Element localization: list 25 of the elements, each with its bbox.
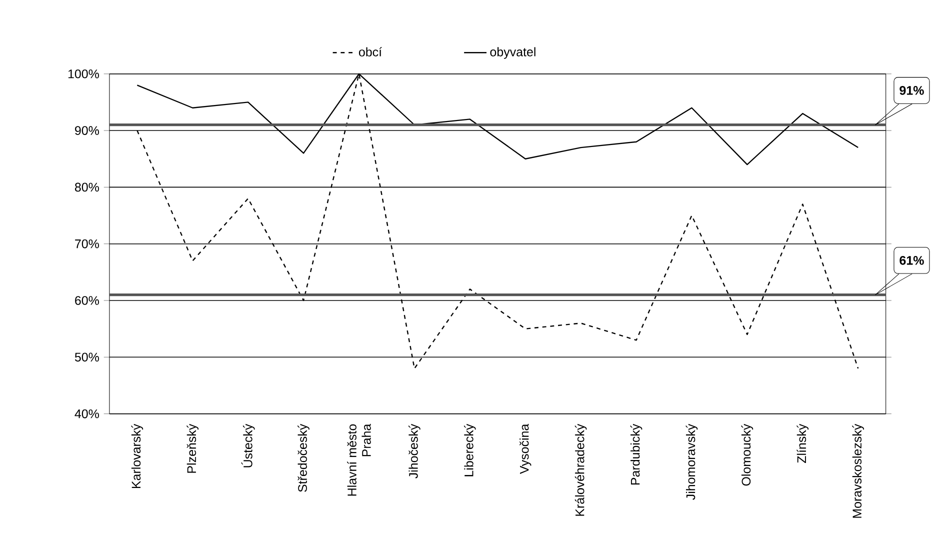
ref-line-label: 61% <box>900 256 924 265</box>
ref-line-label: 91% <box>900 86 924 96</box>
x-tick-label: Jihomoravský <box>686 424 698 500</box>
x-tick-label: Olomoucký <box>741 424 754 486</box>
y-tick-label: 40% <box>74 410 99 418</box>
x-tick-label: Hlavní město Praha <box>347 424 371 496</box>
x-tick-label: Vysočina <box>520 424 532 474</box>
x-tick-label: Ústecký <box>241 424 255 468</box>
x-tick-label: Liberecký <box>464 424 476 476</box>
x-tick-label: Středočeský <box>298 424 310 492</box>
y-tick-label: 70% <box>75 240 99 248</box>
y-tick-label: 60% <box>75 296 99 306</box>
x-tick-label: Jihočeský <box>408 424 420 479</box>
y-tick-label: 50% <box>74 352 99 362</box>
x-tick-label: Zlínský <box>796 424 809 464</box>
y-tick-label: 80% <box>74 182 99 192</box>
x-tick-label: Karlovarský <box>131 424 144 488</box>
x-tick-label: Moravskoslezský <box>852 424 864 518</box>
x-tick-label: Královéhradecký <box>574 424 587 516</box>
legend-label: obyvatel <box>490 47 536 59</box>
legend-label: obcí <box>358 47 382 57</box>
y-tick-label: 100% <box>68 70 99 78</box>
x-tick-label: Plzeňský <box>186 424 199 473</box>
x-tick-label: Pardubický <box>630 424 642 485</box>
y-tick-label: 90% <box>75 126 99 136</box>
